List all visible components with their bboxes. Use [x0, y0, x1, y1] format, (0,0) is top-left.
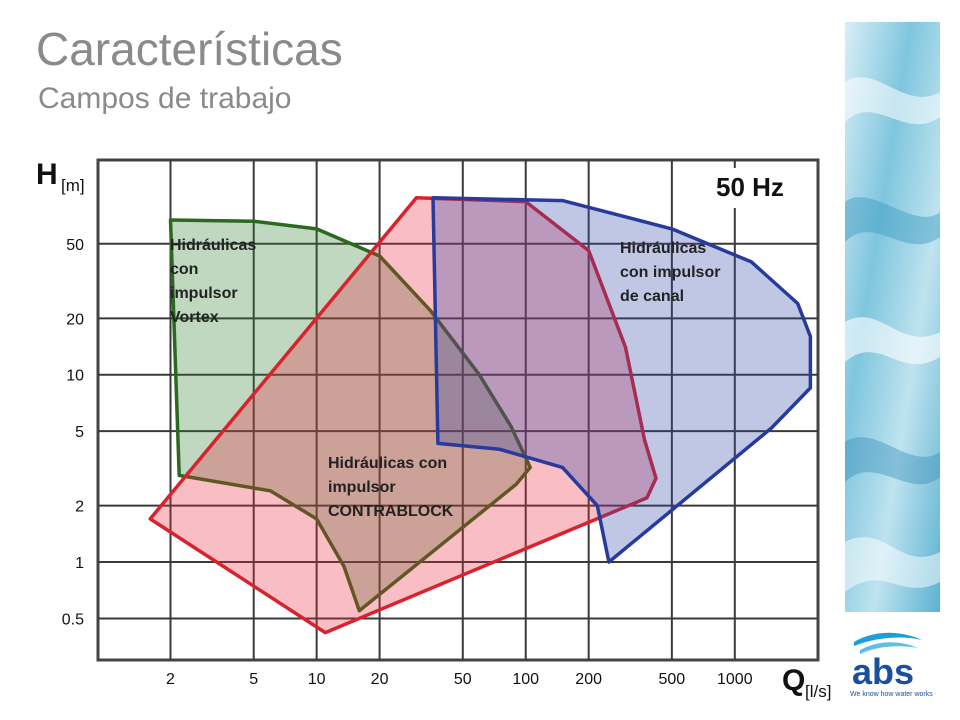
- x-tick-label-6: 200: [575, 671, 602, 688]
- x-axis-unit: [l/s]: [805, 682, 831, 701]
- abs-logo: abs We know how water works: [850, 632, 933, 698]
- y-axis-unit: [m]: [61, 176, 85, 195]
- logo-tagline: We know how water works: [850, 691, 933, 698]
- plot-frame: [96, 158, 820, 662]
- series-label-0-line-2: impulsor: [170, 285, 238, 302]
- x-tick-label-5: 100: [512, 671, 539, 688]
- y-tick-labels: 50 20 10 5 2 1 0.5: [62, 237, 84, 629]
- water-texture-image: [845, 22, 940, 612]
- y-axis-symbol: H: [36, 158, 58, 191]
- series-label-2-line-2: de canal: [620, 288, 684, 305]
- series-label-0-line-1: con: [170, 261, 198, 278]
- series-label-0-line-0: Hidráulicas: [170, 237, 256, 254]
- x-tick-labels: 2 5 10 20 50 100 200 500 1000: [166, 671, 753, 688]
- x-tick-label-7: 500: [659, 671, 686, 688]
- logo-text: abs: [852, 651, 914, 692]
- series-label-1-line-2: CONTRABLOCK: [328, 503, 454, 520]
- chart-labels: Hidráulicas con impulsor Vortex Hidráulicas …: [170, 237, 720, 520]
- slide-subtitle: Campos de trabajo: [38, 82, 292, 115]
- y-tick-label-0: 50: [66, 237, 84, 254]
- y-tick-label-3: 5: [75, 424, 84, 441]
- series-label-1-line-1: impulsor: [328, 479, 396, 496]
- x-tick-label-1: 5: [249, 671, 258, 688]
- area-series-2: [431, 196, 813, 564]
- x-tick-label-3: 20: [371, 671, 389, 688]
- x-tick-label-0: 2: [166, 671, 175, 688]
- x-tick-label-2: 10: [308, 671, 326, 688]
- frequency-label: 50 Hz: [716, 172, 784, 202]
- chart-grid: [98, 160, 818, 660]
- series-label-1-line-0: Hidráulicas con: [328, 455, 447, 472]
- x-tick-label-8: 1000: [717, 671, 753, 688]
- chart-areas: [148, 196, 813, 635]
- x-tick-label-4: 50: [454, 671, 472, 688]
- y-tick-label-4: 2: [75, 499, 84, 516]
- area-series-0: [168, 218, 532, 613]
- y-tick-label-2: 10: [66, 368, 84, 385]
- y-tick-label-6: 0.5: [62, 611, 84, 628]
- y-tick-label-5: 1: [75, 555, 84, 572]
- slide-title: Características: [36, 23, 343, 75]
- series-label-0-line-3: Vortex: [170, 309, 219, 326]
- x-axis-symbol: Q: [782, 664, 805, 697]
- y-tick-label-1: 20: [66, 311, 84, 328]
- series-label-2-line-1: con impulsor: [620, 264, 720, 281]
- series-label-2-line-0: Hidráulicas: [620, 240, 706, 257]
- frequency-label-bg: [708, 168, 798, 208]
